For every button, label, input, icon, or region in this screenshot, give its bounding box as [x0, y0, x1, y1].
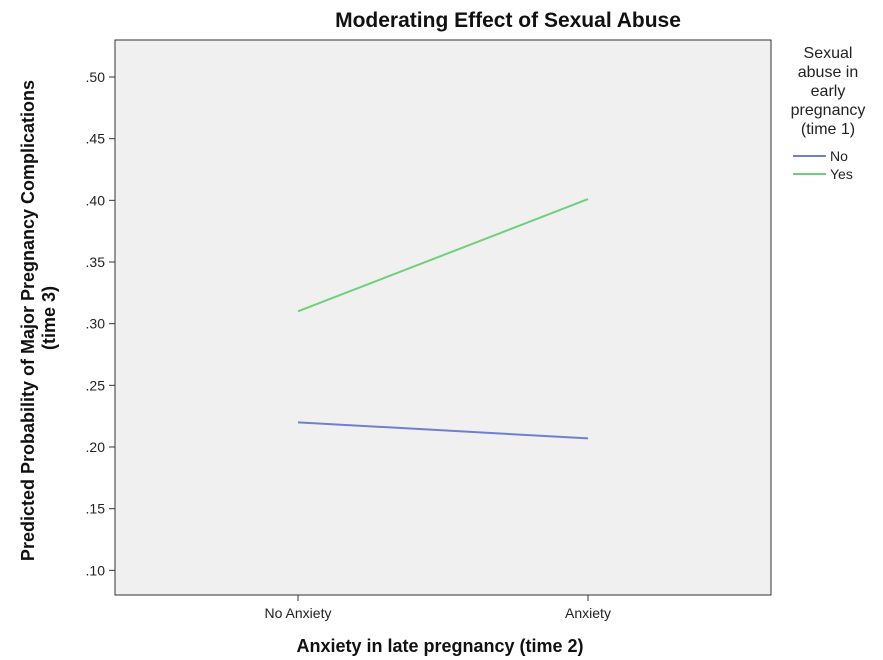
y-axis-title: Predicted Probability of Major Pregnancy…: [18, 75, 59, 561]
legend-title-line: Sexual: [804, 45, 853, 62]
series-lines: [297, 198, 589, 440]
y-tick-label: .40: [86, 192, 106, 208]
y-tick-label: .30: [86, 316, 106, 332]
y-tick-label: .15: [86, 501, 106, 517]
y-tick-label: .45: [86, 131, 106, 147]
legend-title: Sexual abuse in early pregnancy (time 1): [791, 45, 866, 138]
series-line-no: [297, 421, 589, 440]
legend-title-line: (time 1): [801, 121, 855, 138]
x-axis-title: Anxiety in late pregnancy (time 2): [296, 636, 583, 656]
y-tick-label: .10: [86, 562, 106, 578]
y-tick-label: .25: [86, 377, 106, 393]
legend: Sexual abuse in early pregnancy (time 1) No Ye…: [791, 45, 866, 182]
chart-title: Moderating Effect of Sexual Abuse: [335, 9, 681, 32]
legend-title-line: pregnancy: [791, 102, 866, 119]
legend-title-line: abuse in: [798, 64, 859, 81]
y-axis-title-line-1: Predicted Probability of Major Pregnancy…: [18, 80, 38, 561]
legend-label-yes: Yes: [830, 166, 853, 182]
x-tick-label: Anxiety: [565, 605, 611, 621]
y-tick-label: .50: [86, 69, 106, 85]
y-tick-label: .35: [86, 254, 106, 270]
x-tick-label: No Anxiety: [265, 605, 332, 621]
x-axis: No Anxiety Anxiety: [265, 595, 611, 621]
legend-title-line: early: [811, 83, 846, 100]
plot-area: [114, 39, 772, 596]
y-axis-title-line-2: (time 3): [39, 286, 59, 350]
y-tick-label: .20: [86, 439, 106, 455]
legend-label-no: No: [830, 148, 848, 164]
series-line-yes: [297, 198, 589, 313]
y-axis: .10 .15 .20 .25 .30 .35 .40 .45 .50: [86, 69, 115, 578]
